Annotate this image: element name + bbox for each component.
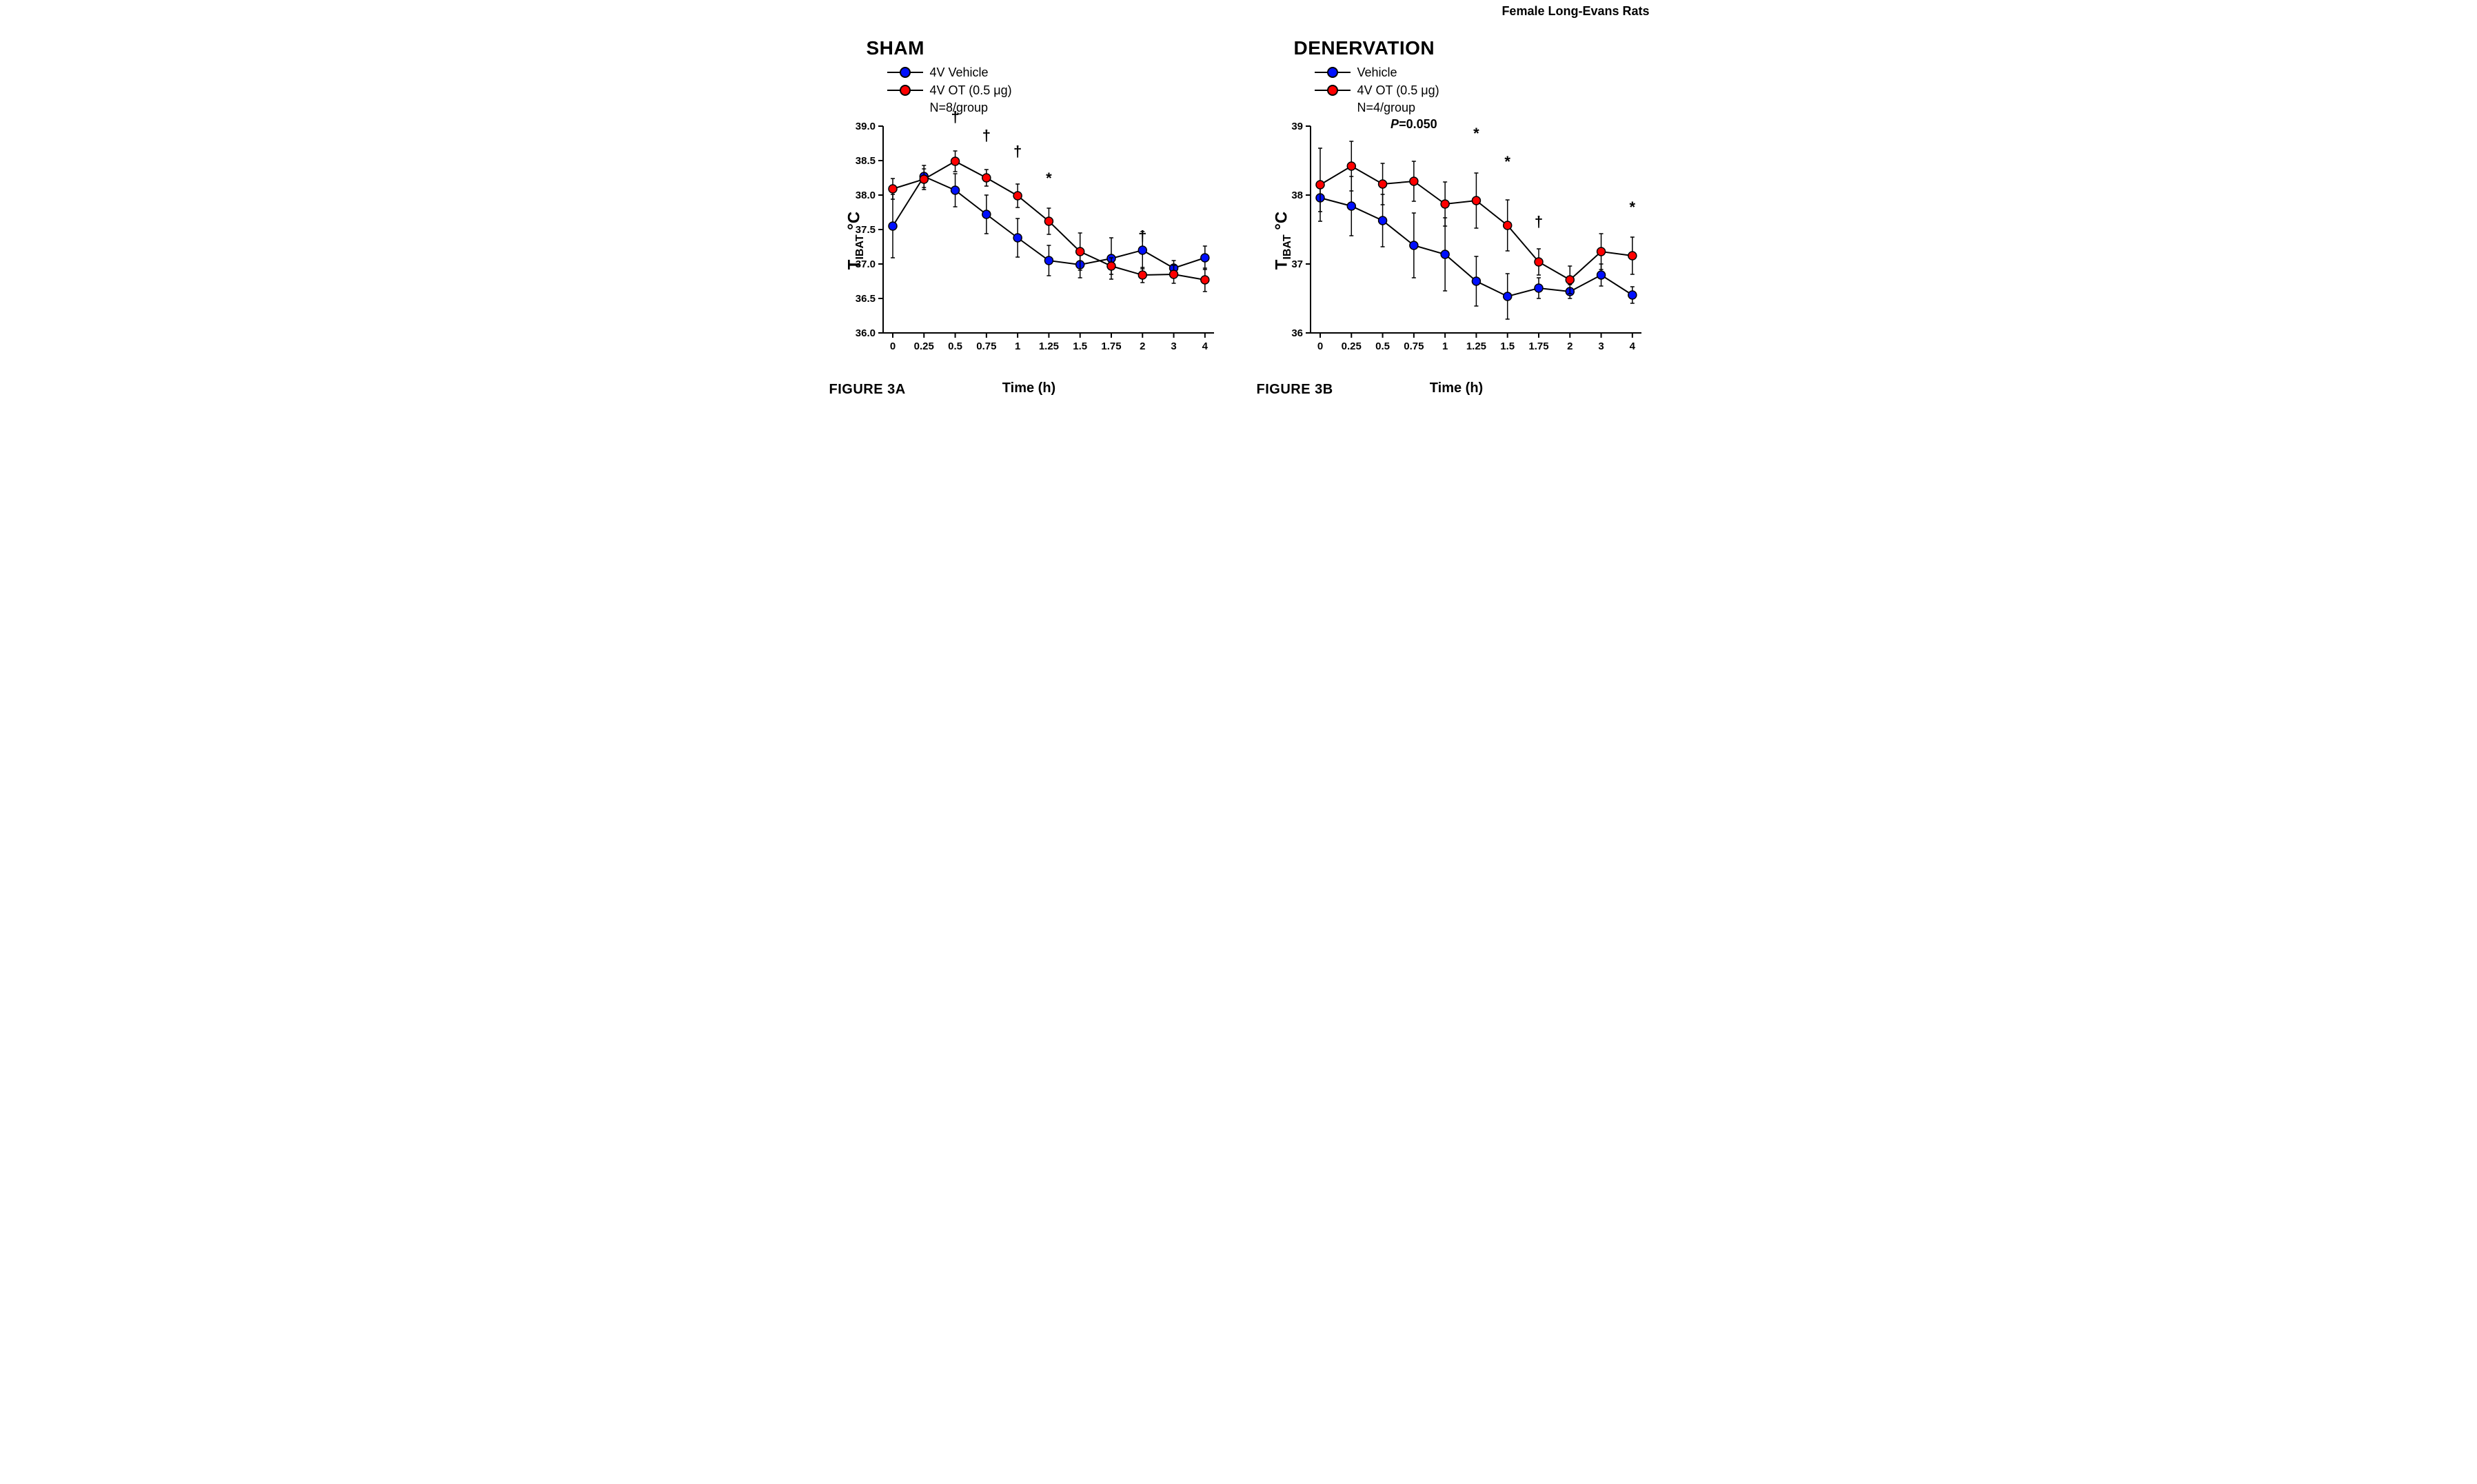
svg-text:0.25: 0.25 [913, 340, 933, 352]
svg-text:36.0: 36.0 [855, 327, 875, 339]
svg-text:0.5: 0.5 [948, 340, 962, 352]
figure-id-label: FIGURE 3B [1257, 382, 1333, 398]
svg-text:†: † [1013, 143, 1022, 160]
legend-note: N=4/group [1357, 101, 1652, 115]
panel-sham: SHAM 4V Vehicle 4V OT (0.5 μg) N=8/group TIB… [825, 37, 1225, 365]
svg-text:0.75: 0.75 [1404, 340, 1424, 352]
svg-text:1.75: 1.75 [1528, 340, 1548, 352]
legend-marker-icon [900, 85, 911, 96]
svg-text:4: 4 [1629, 340, 1635, 352]
legend-marker-icon [1327, 85, 1338, 96]
svg-text:†: † [982, 127, 990, 144]
svg-text:*: * [1473, 125, 1479, 142]
svg-text:0.25: 0.25 [1341, 340, 1361, 352]
svg-text:39.0: 39.0 [855, 121, 875, 132]
legend-label: 4V OT (0.5 μg) [930, 83, 1012, 98]
svg-text:1.25: 1.25 [1038, 340, 1058, 352]
svg-text:3: 3 [1598, 340, 1604, 352]
legend-marker-icon [1327, 67, 1338, 78]
legend-note: N=8/group [930, 101, 1225, 115]
legend-row: 4V OT (0.5 μg) [1315, 81, 1652, 99]
legend-row: 4V Vehicle [887, 63, 1225, 81]
svg-text:*: * [1629, 199, 1635, 216]
svg-text:4: 4 [1202, 340, 1208, 352]
svg-text:†: † [951, 108, 959, 125]
svg-text:38.5: 38.5 [855, 155, 875, 167]
header-right: Female Long-Evans Rats [1502, 4, 1649, 19]
svg-text:2: 2 [1567, 340, 1573, 352]
legend-label: Vehicle [1357, 65, 1397, 80]
svg-text:1.75: 1.75 [1101, 340, 1121, 352]
svg-text:38.0: 38.0 [855, 190, 875, 201]
svg-text:36.5: 36.5 [855, 293, 875, 305]
svg-text:0.5: 0.5 [1375, 340, 1390, 352]
legend-line-icon [1315, 72, 1351, 73]
svg-text:1.5: 1.5 [1500, 340, 1515, 352]
svg-text:1.5: 1.5 [1073, 340, 1087, 352]
x-axis-label: Time (h) [1002, 380, 1055, 396]
svg-text:1.25: 1.25 [1466, 340, 1486, 352]
svg-text:0: 0 [889, 340, 895, 352]
chart-svg: 36.036.537.037.538.038.539.000.250.50.75… [850, 116, 1221, 356]
figure-page: Female Long-Evans Rats SHAM4V Vehicle4V … [811, 0, 1666, 378]
legend-label: 4V Vehicle [930, 65, 989, 80]
svg-text:†: † [1138, 227, 1146, 245]
svg-text:0: 0 [1317, 340, 1322, 352]
svg-text:*: * [1504, 153, 1510, 170]
svg-text:36: 36 [1291, 327, 1303, 339]
legend-marker-icon [900, 67, 911, 78]
svg-text:*: * [1046, 170, 1052, 187]
panel-title: SHAM [867, 37, 1225, 59]
svg-text:2: 2 [1140, 340, 1145, 352]
svg-text:†: † [1534, 213, 1542, 230]
chart-svg: 3637383900.250.50.7511.251.51.75234**†*P… [1277, 116, 1648, 356]
svg-text:0.75: 0.75 [976, 340, 996, 352]
svg-text:1: 1 [1442, 340, 1447, 352]
panel-legend: 4V Vehicle 4V OT (0.5 μg) N=8/group [887, 63, 1225, 115]
y-axis-label: TIBAT °C [845, 212, 867, 270]
figure-id-label: FIGURE 3A [829, 382, 906, 398]
panel-denervation: DENERVATION Vehicle 4V OT (0.5 μg) N=4/grou… [1253, 37, 1652, 365]
legend-line-icon [887, 72, 923, 73]
panels-container: SHAM 4V Vehicle 4V OT (0.5 μg) N=8/group TIB… [825, 37, 1652, 365]
legend-line-icon [1315, 90, 1351, 91]
panel-legend: Vehicle 4V OT (0.5 μg) N=4/group [1315, 63, 1652, 115]
legend-row: Vehicle [1315, 63, 1652, 81]
svg-text:1: 1 [1014, 340, 1020, 352]
svg-text:P=0.050: P=0.050 [1391, 117, 1437, 131]
plot-area: TIBAT °CTime (h)FIGURE 3A36.036.537.037.… [850, 116, 1209, 365]
plot-area: TIBAT °CTime (h)FIGURE 3B3637383900.250.… [1277, 116, 1636, 365]
legend-row: 4V OT (0.5 μg) [887, 81, 1225, 99]
legend-label: 4V OT (0.5 μg) [1357, 83, 1439, 98]
svg-text:39: 39 [1291, 121, 1303, 132]
panel-title: DENERVATION [1294, 37, 1652, 59]
svg-text:3: 3 [1171, 340, 1176, 352]
x-axis-label: Time (h) [1430, 380, 1483, 396]
svg-text:38: 38 [1291, 190, 1303, 201]
legend-line-icon [887, 90, 923, 91]
y-axis-label: TIBAT °C [1272, 212, 1294, 270]
